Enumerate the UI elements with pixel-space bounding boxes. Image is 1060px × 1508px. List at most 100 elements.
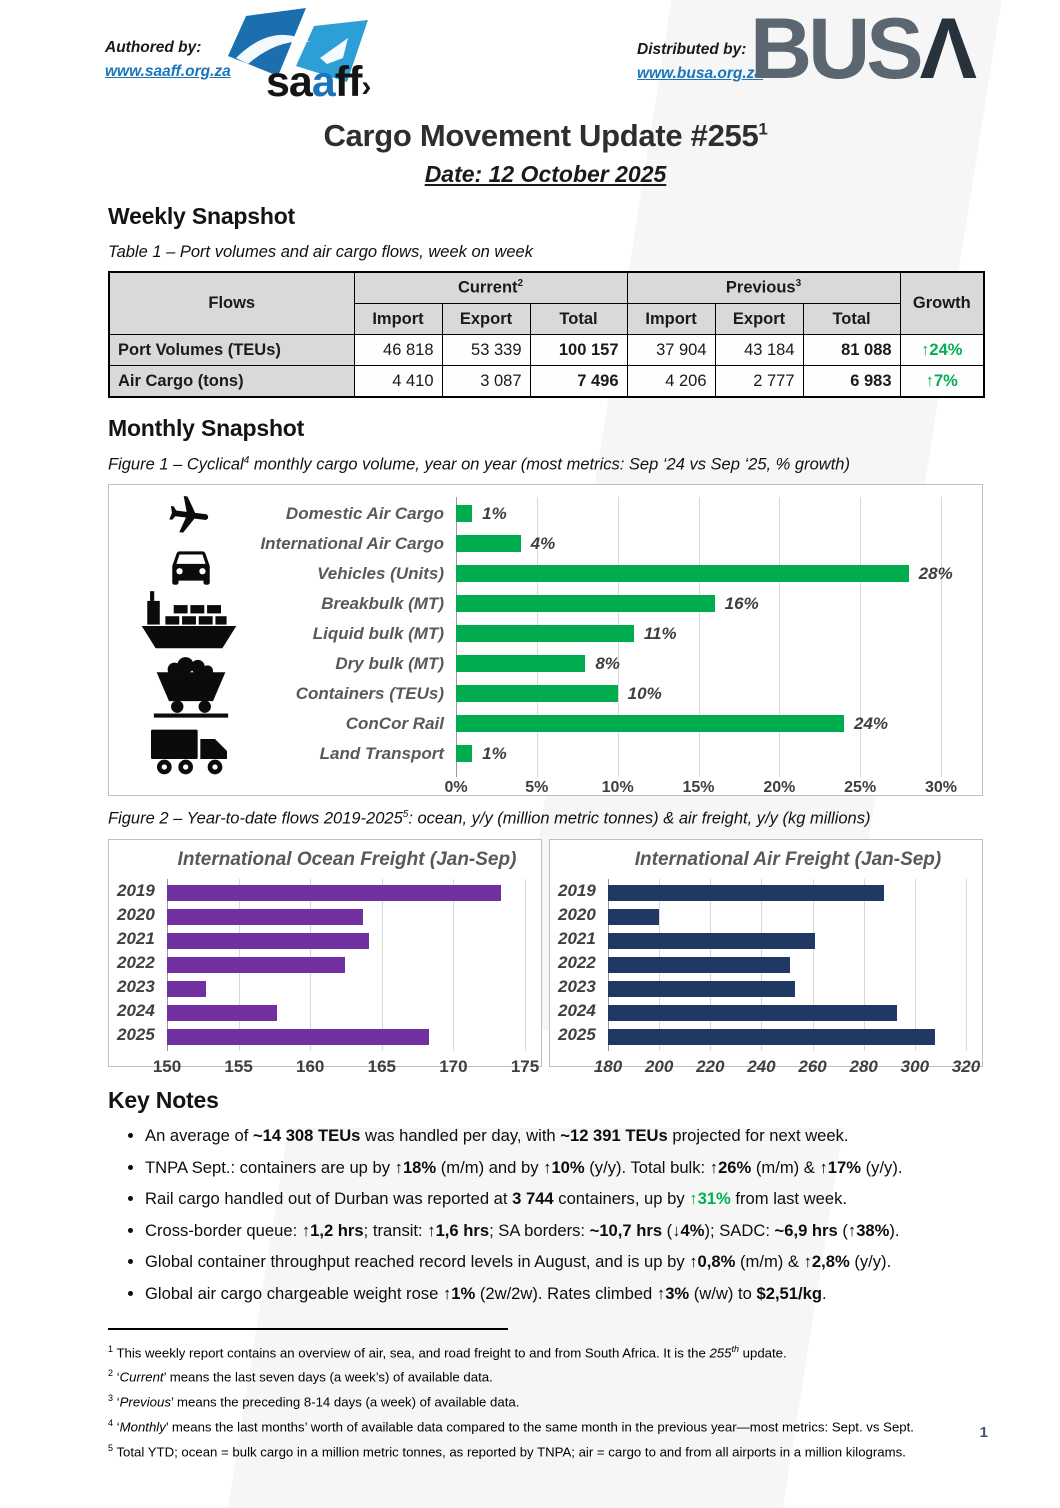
- year-label: 2023: [117, 977, 155, 996]
- distributed-by-label: Distributed by:: [637, 41, 747, 58]
- year-label: 2023: [558, 977, 596, 996]
- bar-zone: 4%: [456, 534, 941, 554]
- bar: [167, 909, 364, 925]
- figure1-caption: Figure 1 – Cyclical4 monthly cargo volum…: [108, 455, 850, 474]
- row-label: Air Cargo (tons): [108, 365, 355, 398]
- column-header-previous: Previous3: [626, 271, 901, 304]
- gridline: [966, 879, 967, 1051]
- year-label: 2024: [558, 1001, 596, 1020]
- table1-caption: Table 1 – Port volumes and air cargo flo…: [108, 243, 533, 261]
- air-freight-year-axis: 2019 2020 2021 2022 2023 2024 2025: [558, 879, 608, 1049]
- category-label: Breakbulk (MT): [321, 593, 444, 613]
- authored-by-label: Authored by:: [105, 39, 202, 56]
- busa-link[interactable]: www.busa.org.za: [637, 65, 764, 82]
- chart-row: [608, 1025, 966, 1049]
- gridline: [698, 496, 700, 777]
- distributed-by-block: Distributed by: www.busa.org.za: [637, 38, 763, 86]
- chart-row: Breakbulk (MT) 16%: [109, 589, 982, 619]
- bar: [608, 885, 885, 901]
- bar-zone: 28%: [456, 564, 953, 584]
- saaff-link[interactable]: www.saaff.org.za: [105, 63, 231, 80]
- bar: [608, 933, 816, 949]
- key-note: TNPA Sept.: containers are up by ↑18% (m…: [145, 1158, 983, 1178]
- page-title: Cargo Movement Update #2551: [323, 118, 768, 153]
- table-cell: 43 184: [714, 334, 804, 366]
- axis-tick: 280: [849, 1057, 878, 1076]
- axis-tick: 15%: [682, 778, 715, 796]
- table-row: Port Volumes (TEUs) 46 818 53 339 100 157 37…: [108, 334, 985, 366]
- air-freight-x-axis: 180 200 220 240 260 280 300 320: [594, 1057, 980, 1081]
- bar-zone: 10%: [456, 684, 941, 704]
- key-note: Global container throughput reached reco…: [145, 1252, 983, 1272]
- chart-row: [608, 1001, 966, 1025]
- growth-cell: ↑7%: [899, 365, 985, 398]
- axis-tick: 155: [224, 1057, 253, 1076]
- air-freight-plot: [608, 879, 967, 1051]
- year-label: 2021: [117, 929, 155, 948]
- axis-tick: 25%: [844, 778, 877, 796]
- chart-row: [608, 881, 966, 905]
- car-icon: [147, 541, 235, 591]
- table-cell: 4 206: [626, 365, 716, 398]
- year-label: 2022: [117, 953, 155, 972]
- chart-row: [608, 929, 966, 953]
- chart-row: [167, 1025, 525, 1049]
- chart-row: Land Transport 1%: [109, 739, 982, 769]
- value-label: 10%: [627, 683, 662, 703]
- axis-tick: 200: [644, 1057, 674, 1076]
- gridline: [381, 879, 383, 1051]
- column-header-flows: Flows: [108, 271, 355, 335]
- bar: [456, 685, 618, 702]
- year-label: 2019: [558, 881, 596, 900]
- chart-row: [167, 1001, 525, 1025]
- truck-icon: [143, 723, 239, 779]
- subheader-import: Import: [626, 303, 716, 335]
- air-freight-chart: International Air Freight (Jan-Sep) 2019…: [549, 839, 983, 1076]
- value-label: 16%: [724, 593, 759, 613]
- year-label: 2025: [117, 1025, 155, 1044]
- ocean-freight-year-axis: 2019 2020 2021 2022 2023 2024 2025: [117, 879, 167, 1049]
- table-row: Air Cargo (tons) 4 410 3 087 7 496 4 206 2 77…: [108, 365, 985, 398]
- saaff-logo-graphic: [228, 8, 368, 82]
- category-label: Liquid bulk (MT): [312, 623, 444, 643]
- category-label: Vehicles (Units): [317, 563, 444, 583]
- subheader-import: Import: [353, 303, 443, 335]
- bar: [608, 1005, 897, 1021]
- chart-row: [167, 929, 525, 953]
- bar: [167, 1005, 278, 1021]
- ocean-freight-chart-title: International Ocean Freight (Jan-Sep): [177, 849, 517, 870]
- gridline: [779, 496, 781, 777]
- weekly-snapshot-heading: Weekly Snapshot: [108, 203, 296, 229]
- value-label: 1%: [482, 503, 507, 523]
- chart-row: Containers (TEUs) 10%: [109, 679, 982, 709]
- key-note: Global air cargo chargeable weight rose …: [145, 1284, 983, 1304]
- title-footnote-ref: 1: [758, 119, 768, 139]
- table-cell: 53 339: [441, 334, 531, 366]
- axis-tick: 260: [798, 1057, 827, 1076]
- chart-row: [608, 953, 966, 977]
- key-notes-list: An average of ~14 308 TEUs was handled p…: [108, 1126, 983, 1304]
- authored-by-block: Authored by: www.saaff.org.za: [105, 36, 231, 84]
- subheader-export: Export: [714, 303, 804, 335]
- figure1-bars: Domestic Air Cargo 1% International Air Ca…: [109, 499, 982, 769]
- saaff-arrow-icon: ›: [361, 70, 371, 103]
- axis-tick: 150: [152, 1057, 182, 1076]
- axis-tick: 160: [296, 1057, 325, 1076]
- year-label: 2020: [117, 905, 155, 924]
- air-freight-chart-title: International Air Freight (Jan-Sep): [634, 849, 942, 870]
- ocean-freight-plot: [167, 879, 526, 1051]
- ship-icon: [137, 587, 241, 651]
- airplane-icon: [141, 493, 237, 539]
- key-note: Rail cargo handled out of Durban was rep…: [145, 1189, 983, 1209]
- footnotes: 1 This weekly report contains an overvie…: [108, 1339, 983, 1463]
- bar: [608, 1029, 936, 1045]
- category-label: Domestic Air Cargo: [285, 503, 444, 523]
- category-label: Containers (TEUs): [295, 683, 444, 703]
- figure2-charts: International Ocean Freight (Jan-Sep) 20…: [108, 837, 983, 1076]
- busa-logo: BUSΛ: [750, 1, 977, 97]
- page-number: 1: [979, 1424, 988, 1441]
- chart-row: [167, 881, 525, 905]
- gridline: [812, 879, 814, 1051]
- column-header-growth: Growth: [899, 271, 985, 335]
- table-cell: 6 983: [802, 365, 901, 398]
